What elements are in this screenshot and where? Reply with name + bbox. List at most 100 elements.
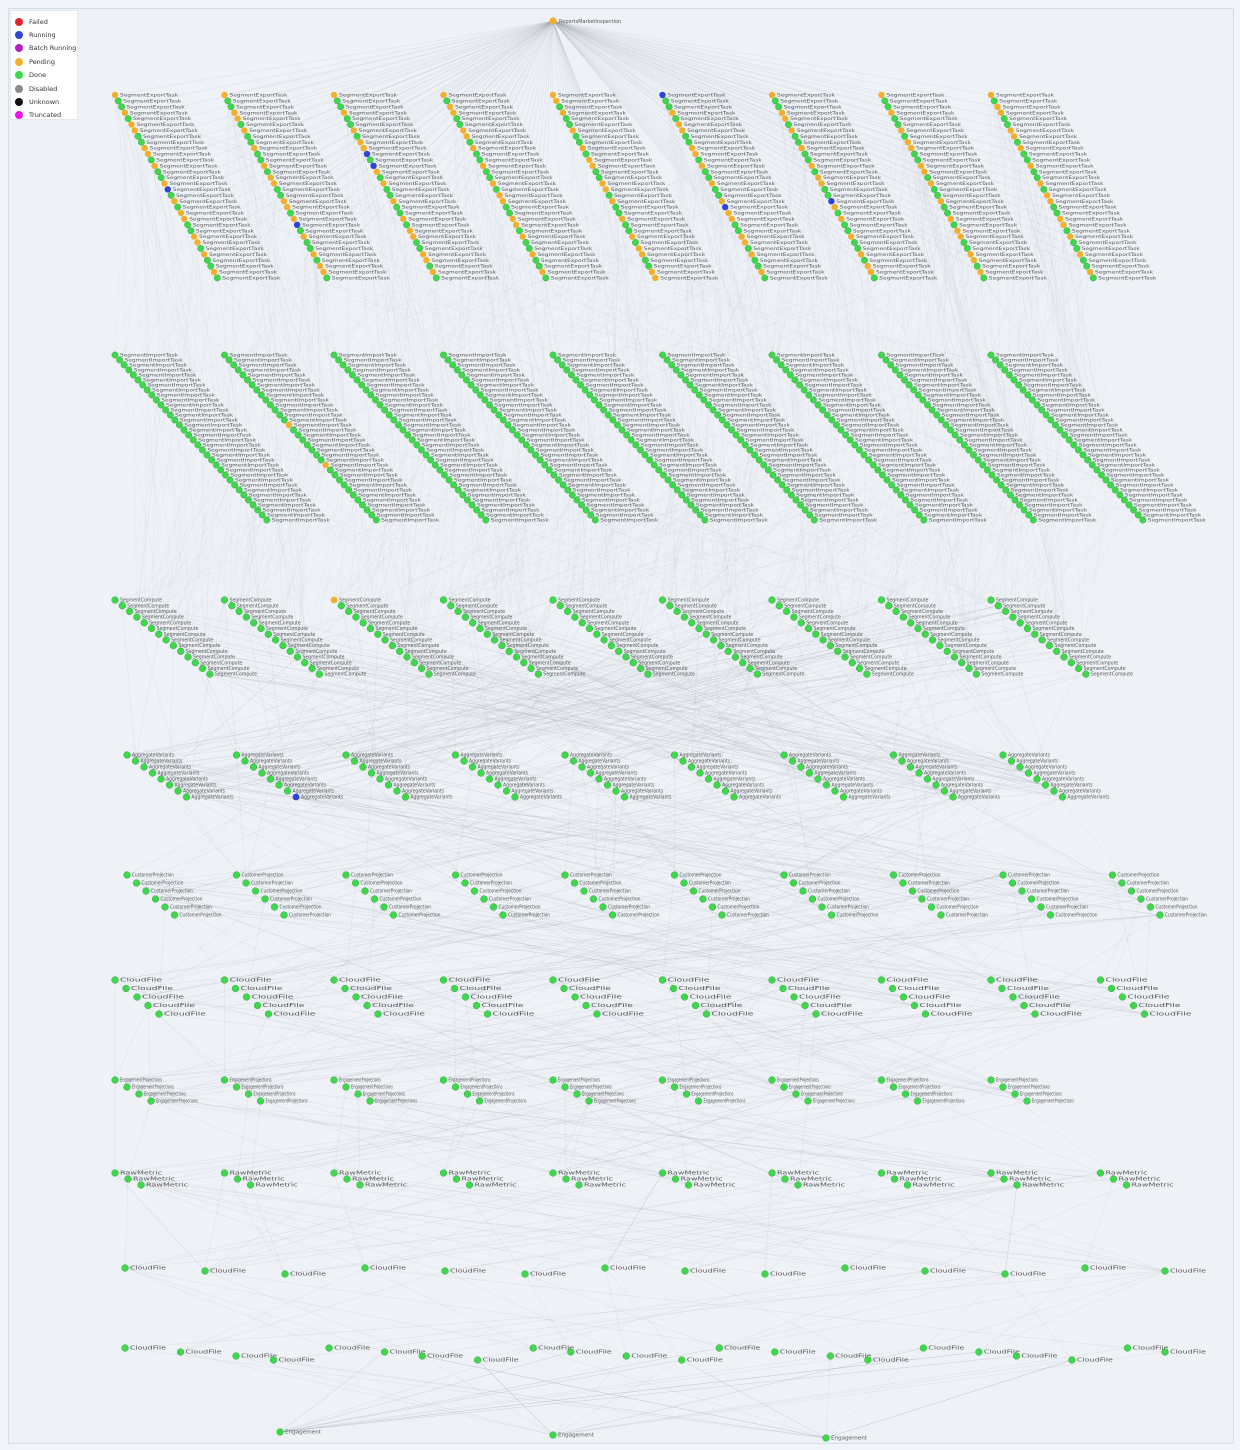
graph-node[interactable]: SegmentExportTask — [224, 97, 292, 105]
graph-node[interactable]: CustomerProjection — [908, 887, 960, 895]
graph-node[interactable]: SegmentExportTask — [878, 91, 945, 99]
graph-node[interactable]: RawMetric — [330, 1169, 382, 1177]
graph-node[interactable]: AggregateVariants — [367, 769, 419, 777]
graph-node[interactable]: SegmentExportTask — [768, 91, 836, 99]
graph-node[interactable]: AggregateVariants — [174, 787, 226, 795]
graph-node[interactable]: SegmentExportTask — [263, 168, 331, 176]
graph-node[interactable]: CloudFile — [352, 993, 403, 1001]
graph-node[interactable]: SegmentImportTask — [263, 516, 331, 524]
graph-node[interactable]: CloudFile — [998, 984, 1049, 993]
graph-node[interactable]: AggregateVariants — [451, 751, 503, 759]
graph-node[interactable]: AggregateVariants — [780, 751, 832, 759]
graph-node[interactable]: CustomerProjection — [937, 911, 988, 919]
graph-node[interactable]: CustomerProjection — [789, 879, 841, 887]
graph-node[interactable]: EngagementProjections — [354, 1090, 406, 1098]
graph-node[interactable]: AggregateVariants — [569, 757, 621, 765]
graph-node[interactable]: AggregateVariants — [157, 775, 209, 783]
graph-node[interactable]: SegmentExportTask — [502, 203, 570, 211]
graph-node[interactable]: SegmentExportTask — [380, 180, 447, 187]
graph-node[interactable]: SegmentExportTask — [390, 198, 457, 205]
graph-node[interactable]: AggregateVariants — [477, 769, 529, 777]
graph-node[interactable]: SegmentExportTask — [300, 233, 368, 240]
graph-node[interactable]: CustomerProjection — [780, 871, 831, 879]
graph-node[interactable]: SegmentExportTask — [937, 198, 1005, 205]
graph-node[interactable]: EngagementProjections — [877, 1076, 929, 1084]
graph-node[interactable]: SegmentExportTask — [353, 132, 421, 140]
graph-node[interactable]: SegmentExportTask — [970, 257, 1038, 264]
graph-node[interactable]: SegmentExportTask — [1080, 256, 1147, 264]
graph-node[interactable]: SegmentExportTask — [181, 215, 248, 223]
graph-node[interactable]: SegmentExportTask — [509, 215, 577, 223]
graph-node[interactable]: SegmentExportTask — [695, 156, 763, 164]
graph-node[interactable]: SegmentExportTask — [144, 150, 212, 158]
graph-node[interactable]: SegmentExportTask — [635, 245, 703, 252]
graph-node[interactable]: RawMetric — [233, 1175, 285, 1183]
graph-node[interactable]: AggregateVariants — [814, 775, 866, 783]
graph-node[interactable]: SegmentExportTask — [1014, 138, 1081, 146]
graph-node[interactable]: SegmentExportTask — [1020, 150, 1088, 158]
graph-node[interactable]: SegmentExportTask — [927, 180, 995, 187]
graph-node[interactable]: SegmentExportTask — [645, 262, 713, 270]
graph-node[interactable]: SegmentExportTask — [884, 103, 952, 111]
graph-node[interactable]: EngagementProjections — [901, 1090, 953, 1098]
graph-node[interactable]: CloudFile — [669, 984, 721, 993]
graph-node[interactable]: SegmentExportTask — [237, 121, 305, 128]
graph-node[interactable]: SegmentExportTask — [347, 121, 414, 128]
graph-node[interactable]: EngagementProjections — [330, 1076, 382, 1084]
graph-node[interactable]: CloudFile — [155, 1010, 206, 1018]
graph-node[interactable]: RawMetric — [246, 1181, 298, 1189]
graph-node[interactable]: AggregateVariants — [889, 751, 941, 759]
graph-node[interactable]: CustomerProjection — [342, 871, 393, 879]
graph-node[interactable]: CloudFile — [888, 984, 940, 993]
graph-node[interactable]: RawMetric — [465, 1181, 517, 1189]
graph-node[interactable]: CloudFile — [1107, 984, 1159, 993]
graph-node[interactable]: CustomerProjection — [889, 871, 941, 879]
graph-node[interactable]: SegmentExportTask — [619, 215, 686, 223]
graph-node[interactable]: SegmentExportTask — [586, 156, 653, 164]
graph-node[interactable]: AggregateVariants — [839, 793, 891, 801]
graph-node[interactable]: SegmentExportTask — [277, 191, 345, 199]
graph-node[interactable]: SegmentExportTask — [161, 180, 228, 187]
graph-node[interactable]: SegmentExportTask — [373, 168, 441, 175]
graph-node[interactable]: SegmentExportTask — [376, 174, 444, 182]
graph-node[interactable]: AggregateVariants — [915, 769, 967, 777]
graph-node[interactable]: EngagementProjections — [549, 1076, 601, 1084]
graph-node[interactable]: SegmentExportTask — [990, 97, 1058, 105]
graph-node[interactable]: SegmentExportTask — [1083, 262, 1151, 270]
graph-node[interactable]: SegmentExportTask — [911, 150, 978, 158]
graph-node[interactable]: SegmentExportTask — [267, 174, 335, 181]
graph-node[interactable]: CloudFile — [1009, 993, 1060, 1001]
graph-node[interactable]: CloudFile — [220, 976, 272, 984]
graph-node[interactable]: SegmentExportTask — [141, 144, 209, 152]
graph-node[interactable]: CustomerProjection — [718, 911, 769, 919]
graph-node[interactable]: SegmentExportTask — [854, 244, 922, 252]
graph-node[interactable]: SegmentExportTask — [450, 109, 517, 116]
graph-node[interactable]: SegmentExportTask — [456, 121, 524, 128]
graph-node[interactable]: CloudFile — [571, 993, 622, 1001]
graph-node[interactable]: SegmentExportTask — [296, 227, 364, 235]
graph-node[interactable]: AggregateVariants — [612, 787, 664, 795]
graph-node[interactable]: CustomerProjection — [1018, 887, 1069, 895]
graph-node[interactable]: AggregateVariants — [123, 751, 175, 759]
graph-node[interactable]: SegmentExportTask — [775, 103, 843, 111]
graph-node[interactable]: EngagementProjections — [999, 1083, 1051, 1091]
graph-node[interactable]: SegmentExportTask — [171, 198, 238, 205]
graph-node[interactable]: SegmentExportTask — [203, 256, 271, 264]
graph-node[interactable]: EngagementProjections — [658, 1076, 710, 1084]
graph-node[interactable]: SegmentExportTask — [154, 168, 222, 176]
graph-node[interactable]: AggregateVariants — [805, 769, 857, 777]
graph-node[interactable]: CustomerProjection — [151, 895, 203, 903]
graph-node[interactable]: EngagementProjections — [1011, 1090, 1063, 1098]
graph-node[interactable]: EngagementProjections — [889, 1083, 941, 1091]
graph-node[interactable]: SegmentExportTask — [453, 115, 521, 123]
graph-node[interactable]: AggregateVariants — [704, 775, 756, 783]
graph-node[interactable]: SegmentExportTask — [821, 185, 889, 193]
graph-node[interactable]: SegmentExportTask — [675, 121, 743, 128]
graph-node[interactable]: SegmentExportTask — [386, 191, 454, 199]
graph-node[interactable]: AggregateVariants — [1033, 775, 1085, 783]
graph-node[interactable]: AggregateVariants — [1016, 763, 1068, 771]
graph-node[interactable]: CustomerProjection — [670, 871, 722, 879]
graph-node[interactable]: SegmentExportTask — [947, 215, 1015, 223]
graph-node[interactable]: AggregateVariants — [359, 763, 411, 771]
graph-node[interactable]: CustomerProjection — [1146, 903, 1198, 911]
